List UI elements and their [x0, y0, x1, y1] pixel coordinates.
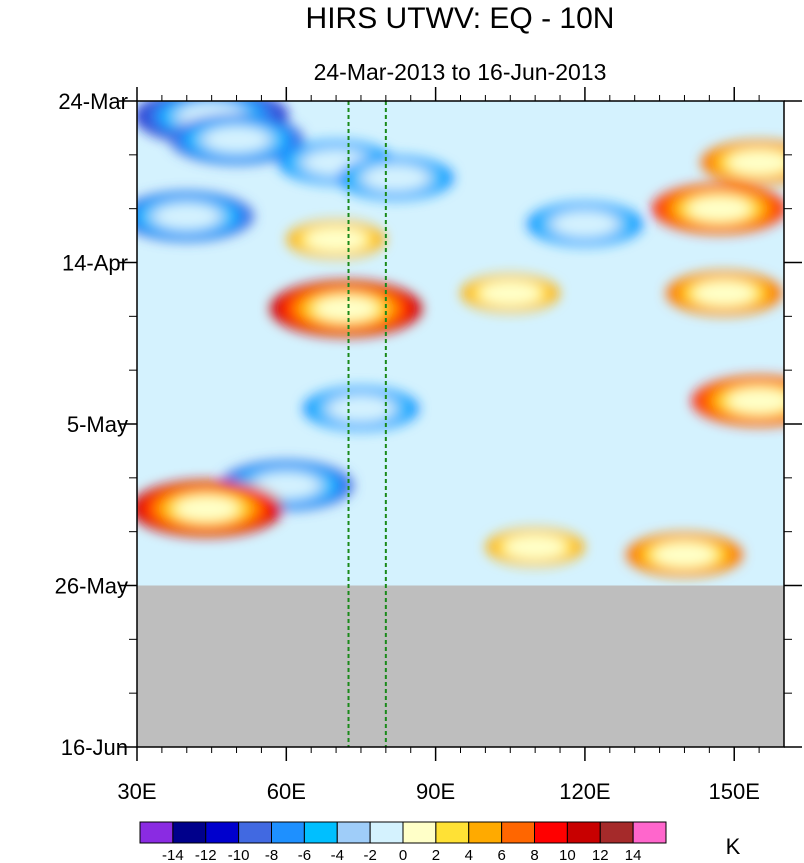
colorbar-label-12: 10	[559, 847, 576, 863]
anomaly-contour-7-1	[315, 296, 378, 321]
anomaly-contour-10-1	[693, 281, 756, 306]
anomaly-contour-9-1	[728, 150, 784, 175]
colorbar-label-6: -2	[363, 847, 376, 863]
x-tick-label-0: 30E	[117, 779, 156, 804]
colorbar-label-2: -10	[228, 847, 250, 863]
anomaly-contour-5-1	[553, 211, 616, 237]
colorbar-swatch-7	[369, 821, 404, 844]
colorbar-swatch-10	[468, 821, 503, 844]
anomaly-contour-13-1	[175, 496, 238, 521]
colorbar-swatch-15	[632, 821, 667, 844]
anomaly-contour-8-1	[305, 227, 368, 252]
colorbar-label-7: 0	[399, 847, 407, 863]
colorbar-swatch-4	[271, 821, 305, 844]
colorbar-unit: K	[726, 834, 741, 859]
colorbar-swatch-1	[172, 821, 207, 844]
colorbar-label-4: -6	[298, 847, 311, 863]
colorbar-label-8: 2	[432, 847, 440, 863]
anomaly-contour-17-1	[504, 534, 567, 560]
colorbar-label-3: -8	[265, 847, 278, 863]
x-tick-label-3: 120E	[559, 779, 610, 804]
chart-subtitle: 24-Mar-2013 to 16-Jun-2013	[314, 59, 607, 85]
colorbar-swatch-14	[599, 821, 634, 844]
colorbar-swatch-13	[566, 821, 601, 844]
y-tick-label-1: 14-Apr	[62, 251, 128, 276]
reference-lines	[347, 101, 387, 747]
anomaly-contour-6-1	[688, 196, 751, 221]
colorbar-label-9: 4	[465, 847, 473, 863]
anomaly-contour-4-1	[155, 204, 218, 229]
y-tick-label-4: 16-Jun	[61, 735, 128, 760]
colorbar-label-13: 12	[592, 847, 609, 863]
colorbar-label-11: 8	[530, 847, 538, 863]
anomaly-contour-3-1	[364, 165, 427, 191]
x-tick-label-2: 90E	[416, 779, 455, 804]
colorbar-label-5: -4	[331, 847, 344, 863]
y-tick-label-3: 26-May	[55, 574, 128, 599]
anomaly-contour-15-1	[653, 542, 716, 567]
x-tick-label-1: 60E	[267, 779, 306, 804]
chart-title: HIRS UTWV: EQ - 10N	[306, 2, 615, 35]
anomaly-contour-1-1	[205, 127, 268, 152]
y-tick-label-2: 5-May	[67, 412, 128, 437]
colorbar-label-14: 14	[625, 847, 642, 863]
colorbar-swatch-12	[534, 821, 568, 844]
anomaly-contour-16-1	[479, 281, 542, 306]
y-tick-label-0: 24-Mar	[58, 89, 128, 114]
colorbar-label-1: -12	[195, 847, 217, 863]
missing-data-layer	[137, 585, 784, 747]
colorbar-swatch-2	[205, 821, 240, 844]
colorbar-swatch-6	[336, 821, 371, 844]
anomaly-contour-12-1	[255, 473, 318, 498]
colorbar: -14 -12 -10 -8 -6 -4 -2 0 2 4 6 8 10 12 14	[139, 821, 667, 863]
anomaly-contour-14-1	[728, 388, 784, 414]
colorbar-swatch-9	[435, 821, 470, 844]
axes: 30E 60E 90E 120E 150E 24-Mar 14-Apr 5-May 26-May…	[55, 87, 802, 804]
x-tick-label-4: 150E	[709, 779, 760, 804]
colorbar-label-10: 6	[497, 847, 505, 863]
colorbar-label-0: -14	[162, 847, 184, 863]
colorbar-swatch-3	[238, 821, 272, 844]
plot-area	[137, 101, 784, 747]
colorbar-swatch-11	[501, 821, 535, 844]
anomaly-field	[137, 101, 784, 577]
colorbar-swatch-5	[303, 821, 338, 844]
anomaly-contour-11-1	[329, 396, 392, 421]
colorbar-swatch-0	[139, 821, 174, 844]
colorbar-swatch-8	[402, 821, 437, 844]
missing-data-region	[137, 585, 784, 747]
